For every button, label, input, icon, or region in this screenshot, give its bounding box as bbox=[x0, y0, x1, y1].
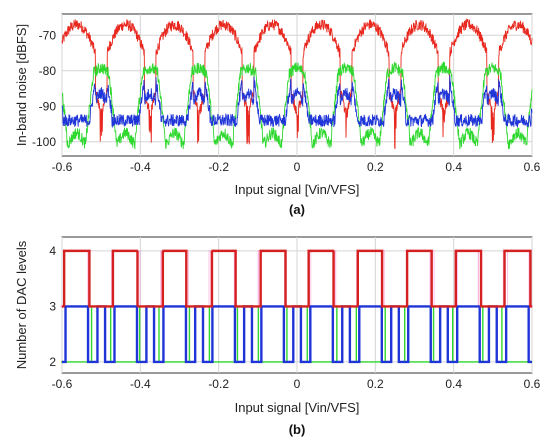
panel-b-chart: -0.6 -0.4 -0.2 0 0.2 0.4 0.6 4 3 2 Input signal … bbox=[14, 236, 541, 437]
panel-a-x-axis-label: Input signal [Vin/VFS] bbox=[235, 182, 360, 197]
panel-a-y-tick-label: -80 bbox=[39, 64, 57, 78]
panel-a-y-tick-label: -90 bbox=[39, 99, 57, 113]
panel-b-y-tick-label: 3 bbox=[49, 299, 56, 313]
panel-a-x-tick-label: 0.4 bbox=[445, 160, 462, 174]
panel-a-y-tick-label: -70 bbox=[39, 28, 57, 42]
panel-b-x-tick-label: -0.4 bbox=[130, 377, 151, 391]
panel-b-x-ticks: -0.6 -0.4 -0.2 0 0.2 0.4 0.6 bbox=[52, 377, 541, 391]
panel-a-y-axis-label: In-band noise [dBFS] bbox=[14, 24, 29, 146]
panel-a-y-tick-label: -100 bbox=[32, 135, 56, 149]
panel-a-label: (a) bbox=[289, 202, 305, 217]
panel-b-y-ticks: 4 3 2 bbox=[49, 244, 56, 369]
panel-b-y-tick-label: 4 bbox=[49, 244, 56, 258]
panel-b-x-tick-label: 0 bbox=[294, 377, 301, 391]
panel-a-x-ticks: -0.6 -0.4 -0.2 0 0.2 0.4 0.6 bbox=[52, 160, 541, 174]
panel-b-label: (b) bbox=[289, 422, 306, 437]
panel-a-y-ticks: -70 -80 -90 -100 bbox=[32, 28, 56, 149]
panel-a-x-tick-label: -0.4 bbox=[130, 160, 151, 174]
panel-b-x-tick-label: 0.6 bbox=[524, 377, 541, 391]
noise-series-blue-line bbox=[61, 75, 533, 129]
panel-b-x-tick-label: 0.4 bbox=[445, 377, 462, 391]
panel-b-y-tick-label: 2 bbox=[49, 355, 56, 369]
panel-a-series bbox=[61, 18, 533, 150]
panel-b-series bbox=[60, 249, 533, 364]
dac-series-red-line bbox=[61, 249, 533, 308]
panel-b-x-axis-label: Input signal [Vin/VFS] bbox=[235, 400, 360, 415]
panel-a-chart: -0.6 -0.4 -0.2 0 0.2 0.4 0.6 -70 -80 -90 -100 Inp… bbox=[14, 13, 541, 217]
noise-series-green-line bbox=[61, 61, 533, 150]
panel-b-y-axis-label: Number of DAC levels bbox=[14, 240, 29, 369]
noise-series-red-line bbox=[61, 18, 533, 150]
panel-b-x-tick-label: -0.2 bbox=[208, 377, 229, 391]
panel-a-x-tick-label: -0.6 bbox=[52, 160, 73, 174]
panel-a-x-tick-label: 0.2 bbox=[367, 160, 384, 174]
panel-b-x-tick-label: -0.6 bbox=[52, 377, 73, 391]
panel-a-x-tick-label: -0.2 bbox=[208, 160, 229, 174]
panel-b-x-tick-label: 0.2 bbox=[367, 377, 384, 391]
panel-a-x-tick-label: 0 bbox=[294, 160, 301, 174]
panel-a-x-tick-label: 0.6 bbox=[524, 160, 541, 174]
